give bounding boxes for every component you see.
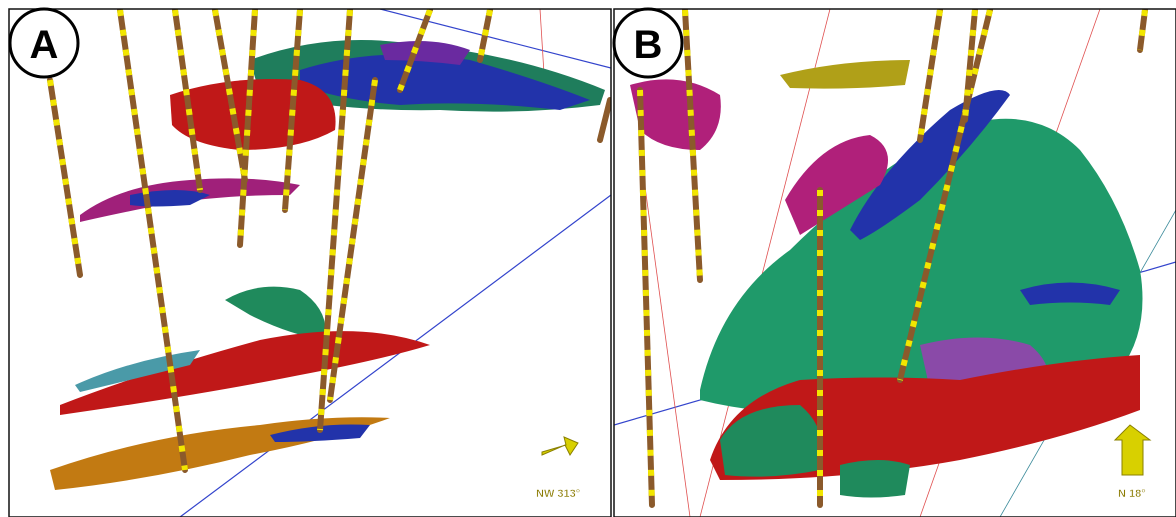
panel-label: B (634, 23, 663, 67)
panel-a-view: NW 313° (9, 9, 611, 517)
geobody (840, 460, 910, 498)
panel-label: A (30, 23, 59, 67)
panel-b-view: N 18° (614, 9, 1176, 517)
compass-label: N 18° (1118, 488, 1146, 500)
compass-label: NW 313° (536, 488, 580, 500)
figure: NW 313° A N 18° B (0, 0, 1176, 517)
